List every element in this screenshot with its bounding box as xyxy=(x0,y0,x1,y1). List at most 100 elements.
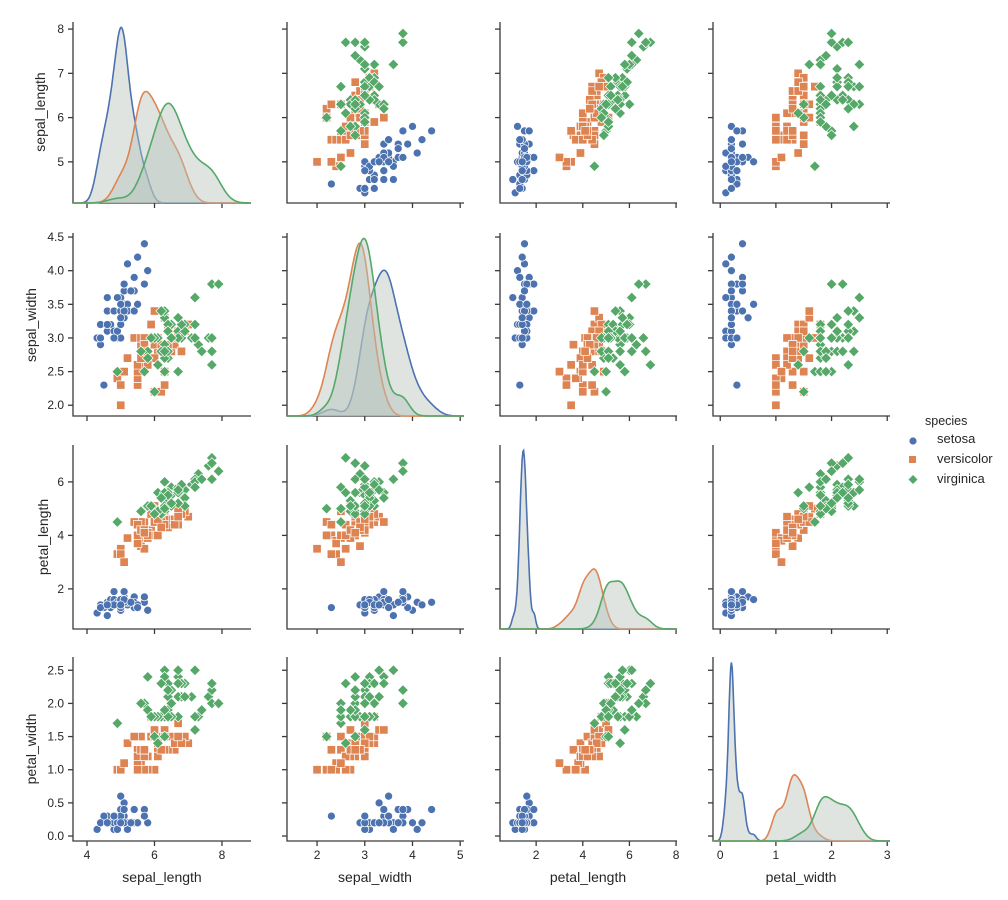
data-point xyxy=(632,697,645,710)
data-point xyxy=(327,811,336,821)
data-point xyxy=(825,89,838,102)
x-tick-label: 4 xyxy=(579,848,586,862)
data-point xyxy=(616,311,629,324)
data-point xyxy=(398,805,408,814)
legend-marker-versicolor xyxy=(909,456,916,463)
data-point xyxy=(427,805,436,814)
data-point xyxy=(602,116,615,128)
data-point xyxy=(119,279,129,289)
data-point xyxy=(205,332,218,344)
data-point xyxy=(842,318,855,331)
legend-label-setosa: setosa xyxy=(937,431,976,446)
x-tick-label: 8 xyxy=(673,848,680,862)
data-point xyxy=(625,36,638,49)
data-point xyxy=(393,818,403,828)
data-point xyxy=(632,27,645,40)
data-point xyxy=(145,500,158,512)
data-point xyxy=(644,677,657,690)
data-point xyxy=(417,135,427,145)
data-point xyxy=(727,175,736,184)
data-point xyxy=(143,605,153,615)
data-point xyxy=(320,111,333,124)
data-point xyxy=(820,352,832,365)
kde-fill-versicolor xyxy=(713,774,890,841)
data-point xyxy=(135,697,147,710)
data-point xyxy=(379,517,389,527)
data-point xyxy=(788,126,798,136)
data-point xyxy=(825,36,838,49)
data-point xyxy=(349,486,362,499)
scatter-series-setosa xyxy=(327,791,436,834)
data-point xyxy=(788,541,798,551)
data-point xyxy=(554,758,565,768)
kde-fill-virginica xyxy=(500,581,677,629)
data-point xyxy=(326,765,336,775)
data-point xyxy=(842,305,855,317)
data-point xyxy=(384,791,393,801)
data-point xyxy=(771,549,781,559)
data-point xyxy=(721,293,731,302)
data-point xyxy=(842,451,855,464)
data-point xyxy=(139,528,149,538)
data-point xyxy=(189,291,201,304)
data-point xyxy=(335,502,347,515)
data-point xyxy=(515,380,525,390)
scatter-series-setosa xyxy=(508,791,539,834)
data-point xyxy=(571,765,581,775)
panel-sepal_width-vs-sepal_length: 2.0 2.5 3.0 3.5 4.0 4.5 xyxy=(47,230,251,421)
scatter-series-setosa xyxy=(508,122,539,198)
data-point xyxy=(792,358,805,371)
legend-label-versicolor: versicolor xyxy=(937,451,993,466)
y-axis-label-sepal-length: sepal_length xyxy=(32,72,48,151)
data-point xyxy=(397,465,409,478)
data-point xyxy=(379,175,389,184)
data-point xyxy=(825,129,838,142)
data-point xyxy=(738,306,747,316)
y-axis-label-petal-length: petal_length xyxy=(35,499,51,575)
scatter-series-virginica xyxy=(320,664,409,750)
data-point xyxy=(363,486,376,499)
data-point xyxy=(820,365,832,378)
data-point xyxy=(808,516,821,528)
data-point xyxy=(126,597,136,607)
data-point xyxy=(116,299,126,309)
data-point xyxy=(189,481,201,494)
data-point xyxy=(360,166,370,176)
data-point xyxy=(377,677,390,690)
legend-title: species xyxy=(925,414,967,428)
data-point xyxy=(637,332,650,344)
data-point xyxy=(797,385,810,398)
data-point xyxy=(379,725,389,735)
data-point xyxy=(205,473,218,486)
data-point xyxy=(146,319,156,330)
data-point xyxy=(520,286,529,296)
data-point xyxy=(600,385,613,398)
y-tick-label: 6 xyxy=(57,475,64,489)
data-point xyxy=(350,745,360,755)
data-point xyxy=(368,677,381,690)
data-point xyxy=(814,116,827,128)
data-point xyxy=(189,664,201,677)
x-axis-label-sepal-width: sepal_width xyxy=(338,869,412,885)
data-point xyxy=(776,557,787,567)
data-point xyxy=(412,825,422,834)
y-tick-label: 1.0 xyxy=(47,763,64,777)
data-point xyxy=(842,36,855,49)
data-point xyxy=(831,80,844,93)
scatter-series-setosa xyxy=(92,587,153,620)
data-point xyxy=(600,365,613,378)
data-point xyxy=(369,184,379,193)
data-point xyxy=(205,457,218,470)
data-point xyxy=(349,49,362,62)
data-point xyxy=(853,311,866,324)
data-point xyxy=(842,80,855,93)
data-point xyxy=(517,333,527,343)
data-point xyxy=(616,664,629,677)
data-point xyxy=(568,340,579,350)
data-point xyxy=(594,82,604,92)
data-point xyxy=(339,677,352,690)
data-point xyxy=(349,710,362,723)
data-point xyxy=(355,541,365,551)
data-point xyxy=(403,139,413,149)
y-tick-label: 0.0 xyxy=(47,829,64,843)
